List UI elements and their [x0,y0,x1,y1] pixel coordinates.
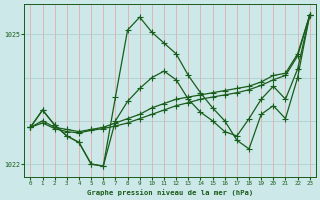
X-axis label: Graphe pression niveau de la mer (hPa): Graphe pression niveau de la mer (hPa) [87,189,253,196]
